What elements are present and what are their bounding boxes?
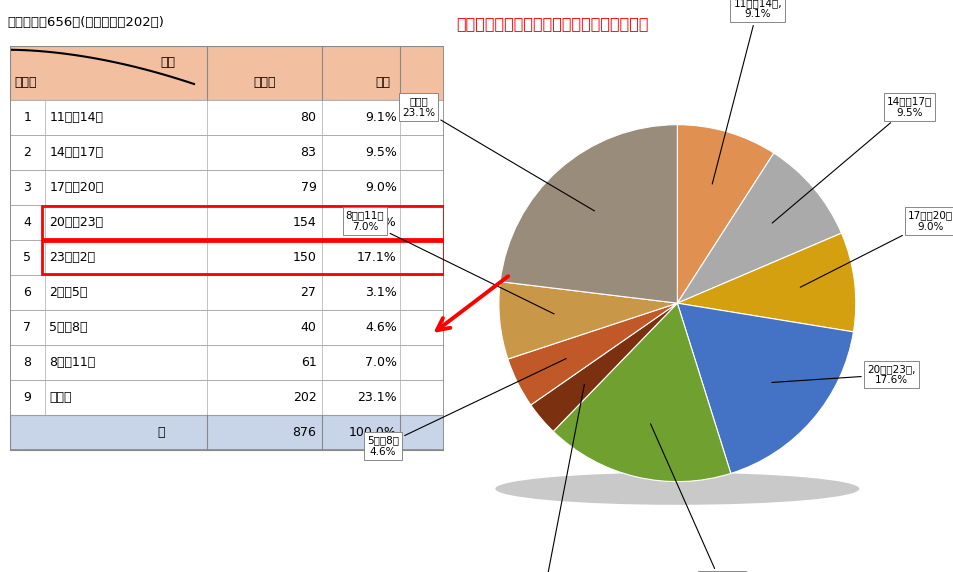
Wedge shape: [499, 125, 677, 303]
Text: 回答: 回答: [160, 56, 174, 69]
Wedge shape: [553, 303, 730, 482]
Text: 5時～8時: 5時～8時: [50, 321, 88, 335]
Bar: [10, 345, 443, 380]
Text: 回答対象者656人(うち無回答202人): 回答対象者656人(うち無回答202人): [8, 16, 164, 29]
Text: 9: 9: [24, 391, 31, 404]
Bar: [10, 275, 443, 311]
Text: 2: 2: [24, 146, 31, 159]
Bar: [10, 311, 443, 345]
Text: 7: 7: [23, 321, 31, 335]
Wedge shape: [530, 303, 677, 431]
Text: 150: 150: [293, 251, 316, 264]
Wedge shape: [677, 233, 855, 332]
Text: 876: 876: [293, 427, 316, 439]
Text: 80: 80: [300, 111, 316, 124]
Text: 61: 61: [300, 356, 316, 370]
Wedge shape: [507, 303, 677, 405]
Text: 154: 154: [293, 216, 316, 229]
Text: 8時～11時
7.0%: 8時～11時 7.0%: [345, 210, 554, 314]
Bar: [10, 415, 443, 451]
Bar: [42, 241, 443, 274]
Bar: [10, 170, 443, 205]
Text: 9.1%: 9.1%: [365, 111, 396, 124]
Text: 83: 83: [300, 146, 316, 159]
Bar: [42, 206, 443, 239]
Text: 5: 5: [23, 251, 31, 264]
Text: 1: 1: [24, 111, 31, 124]
Bar: [10, 380, 443, 415]
Text: 17時～20時: 17時～20時: [50, 181, 104, 194]
Text: 23.1%: 23.1%: [356, 391, 396, 404]
Text: 20時～23時,
17.6%: 20時～23時, 17.6%: [771, 364, 915, 386]
Text: 8時～11時: 8時～11時: [50, 356, 95, 370]
Text: 11時～14時,
9.1%: 11時～14時, 9.1%: [712, 0, 781, 184]
Text: 14時～17時: 14時～17時: [50, 146, 104, 159]
Text: 7.0%: 7.0%: [364, 356, 396, 370]
Text: 40: 40: [300, 321, 316, 335]
Text: 17時～20時
9.0%: 17時～20時 9.0%: [800, 210, 952, 287]
Text: 3.1%: 3.1%: [365, 287, 396, 299]
Bar: [10, 135, 443, 170]
Text: 8: 8: [23, 356, 31, 370]
Text: 9.5%: 9.5%: [364, 146, 396, 159]
Text: 回答数: 回答数: [253, 76, 275, 89]
Text: 202: 202: [293, 391, 316, 404]
Text: 17.6%: 17.6%: [356, 216, 396, 229]
Text: 17.1%: 17.1%: [356, 251, 396, 264]
Wedge shape: [498, 281, 677, 359]
Text: 計: 計: [157, 427, 165, 439]
Text: 11時～14時: 11時～14時: [50, 111, 103, 124]
Text: 割合: 割合: [375, 76, 390, 89]
Text: 79: 79: [300, 181, 316, 194]
Bar: [10, 100, 443, 135]
Text: 3: 3: [24, 181, 31, 194]
Wedge shape: [677, 153, 841, 303]
Text: 選択肢: 選択肢: [14, 76, 37, 89]
Bar: [10, 240, 443, 275]
Text: 23時～2時,
17.1%: 23時～2時, 17.1%: [650, 424, 742, 572]
Text: 14時～17時
9.5%: 14時～17時 9.5%: [771, 96, 931, 223]
Text: 27: 27: [300, 287, 316, 299]
Text: 100.0%: 100.0%: [349, 427, 396, 439]
Ellipse shape: [495, 472, 859, 505]
Text: 20時～23時: 20時～23時: [50, 216, 104, 229]
Bar: [10, 205, 443, 240]
Text: 5時～8時
4.6%: 5時～8時 4.6%: [367, 359, 566, 456]
Wedge shape: [677, 125, 773, 303]
Text: 2時～5時: 2時～5時: [50, 287, 88, 299]
Text: 仕事の退勤や飲み会等の利用も考えられます: 仕事の退勤や飲み会等の利用も考えられます: [456, 16, 648, 31]
Text: 9.0%: 9.0%: [364, 181, 396, 194]
Text: 4: 4: [24, 216, 31, 229]
Text: 23時～2時: 23時～2時: [50, 251, 95, 264]
Text: 2時～5時
3.1%: 2時～5時 3.1%: [521, 384, 584, 572]
Text: 6: 6: [24, 287, 31, 299]
Bar: [10, 46, 443, 100]
Text: 無回答: 無回答: [50, 391, 71, 404]
Bar: [10, 46, 443, 451]
Wedge shape: [677, 303, 853, 474]
Text: 4.6%: 4.6%: [365, 321, 396, 335]
Text: 無回答
23.1%: 無回答 23.1%: [401, 96, 594, 211]
